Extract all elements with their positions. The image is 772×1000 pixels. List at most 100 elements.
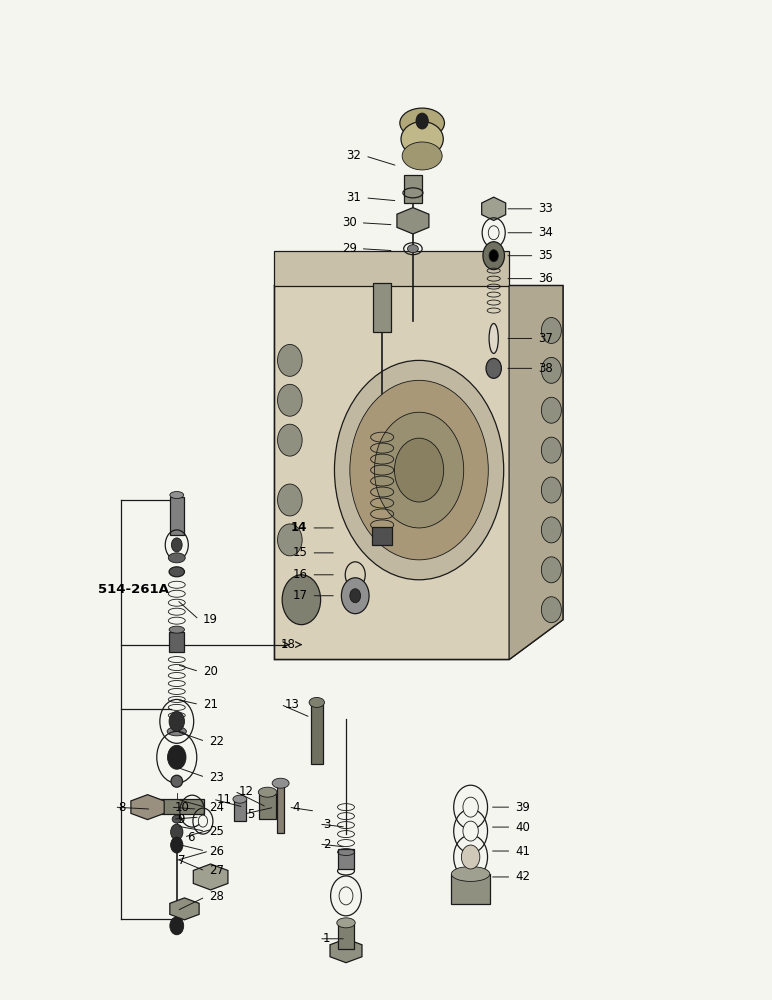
Circle shape: [489, 250, 498, 262]
Ellipse shape: [171, 775, 182, 787]
Bar: [234, 799, 246, 821]
Ellipse shape: [233, 795, 247, 803]
Circle shape: [278, 484, 302, 516]
Ellipse shape: [309, 697, 324, 707]
Circle shape: [463, 821, 479, 841]
Circle shape: [171, 824, 183, 840]
Text: 20: 20: [203, 665, 218, 678]
Circle shape: [350, 380, 489, 560]
Ellipse shape: [452, 866, 490, 881]
Text: 26: 26: [209, 845, 224, 858]
Bar: [310, 704, 323, 764]
Text: 11: 11: [217, 793, 232, 806]
Circle shape: [541, 477, 561, 503]
Text: 12: 12: [239, 785, 253, 798]
Text: 5: 5: [248, 808, 255, 821]
Text: 40: 40: [515, 821, 530, 834]
Bar: [169, 632, 185, 652]
Circle shape: [171, 538, 182, 552]
Bar: [404, 175, 422, 203]
Circle shape: [169, 711, 185, 731]
Ellipse shape: [169, 626, 185, 633]
Circle shape: [282, 575, 320, 625]
Text: 6: 6: [188, 831, 195, 844]
Ellipse shape: [172, 815, 181, 823]
Circle shape: [278, 344, 302, 376]
Text: 39: 39: [515, 801, 530, 814]
Text: 14: 14: [291, 521, 307, 534]
Circle shape: [278, 384, 302, 416]
Circle shape: [350, 589, 361, 603]
Circle shape: [462, 845, 480, 869]
Circle shape: [486, 358, 501, 378]
Circle shape: [541, 557, 561, 583]
Text: 1: 1: [323, 932, 330, 945]
Text: 24: 24: [209, 801, 224, 814]
Circle shape: [483, 242, 504, 270]
Bar: [170, 497, 184, 535]
Text: 8: 8: [118, 801, 126, 814]
Text: 4: 4: [292, 801, 300, 814]
Text: 16: 16: [293, 568, 307, 581]
Circle shape: [489, 226, 499, 240]
Text: 9: 9: [177, 813, 185, 826]
Circle shape: [278, 424, 302, 456]
Text: 17: 17: [293, 589, 307, 602]
Circle shape: [341, 578, 369, 614]
Text: 23: 23: [209, 771, 224, 784]
Text: 25: 25: [209, 825, 224, 838]
Text: 22: 22: [209, 735, 224, 748]
Circle shape: [374, 412, 464, 528]
Polygon shape: [330, 939, 362, 963]
Circle shape: [394, 438, 444, 502]
Bar: [146, 799, 204, 814]
Ellipse shape: [168, 727, 186, 736]
Bar: [373, 283, 391, 332]
Text: 13: 13: [284, 698, 300, 711]
Circle shape: [541, 437, 561, 463]
Ellipse shape: [402, 142, 442, 170]
Text: 19: 19: [203, 613, 218, 626]
Circle shape: [334, 360, 503, 580]
Bar: [452, 874, 490, 904]
Bar: [338, 849, 354, 869]
Polygon shape: [482, 197, 506, 220]
Text: 41: 41: [515, 845, 530, 858]
Text: 32: 32: [347, 149, 361, 162]
Ellipse shape: [408, 245, 418, 253]
Text: 15: 15: [293, 546, 307, 559]
Circle shape: [339, 887, 353, 905]
Circle shape: [168, 745, 186, 769]
Polygon shape: [509, 286, 563, 660]
Text: 7: 7: [178, 854, 186, 867]
Text: 30: 30: [342, 216, 357, 229]
Text: 514-261A: 514-261A: [97, 583, 168, 596]
Circle shape: [198, 815, 208, 827]
Text: 38: 38: [538, 362, 553, 375]
Ellipse shape: [337, 918, 355, 928]
Text: 29: 29: [342, 242, 357, 255]
Ellipse shape: [259, 787, 277, 797]
Text: 2: 2: [323, 838, 330, 851]
Polygon shape: [170, 898, 199, 920]
Text: 27: 27: [209, 864, 224, 877]
Bar: [372, 527, 392, 545]
Text: 37: 37: [538, 332, 554, 345]
Text: 10: 10: [174, 801, 189, 814]
Text: 31: 31: [347, 191, 361, 204]
Circle shape: [541, 318, 561, 343]
Ellipse shape: [489, 323, 498, 353]
Ellipse shape: [400, 108, 445, 138]
Circle shape: [541, 517, 561, 543]
Ellipse shape: [273, 778, 289, 788]
Text: 18: 18: [280, 638, 295, 651]
Text: 35: 35: [538, 249, 553, 262]
Polygon shape: [275, 286, 563, 660]
Text: 33: 33: [538, 202, 553, 215]
Circle shape: [170, 917, 184, 935]
Circle shape: [541, 397, 561, 423]
Polygon shape: [397, 208, 429, 234]
Bar: [277, 785, 284, 833]
Text: 21: 21: [203, 698, 218, 711]
Text: 42: 42: [515, 870, 530, 883]
